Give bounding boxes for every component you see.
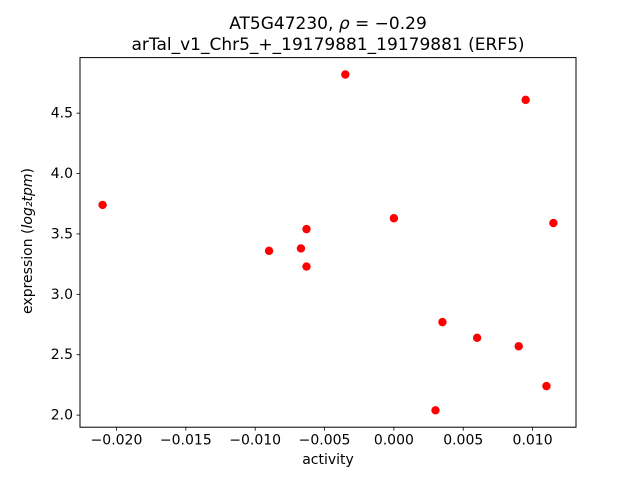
chart-title-line2: arTal_v1_Chr5_+_19179881_19179881 (ERF5) (131, 35, 525, 55)
y-tick-label: 3.0 (51, 287, 73, 303)
data-point (431, 406, 440, 415)
chart-title-line1: AT5G47230, ρ = −0.29 (80, 14, 576, 34)
y-tick-label: 2.5 (51, 347, 73, 363)
title-rho-symbol: ρ (338, 14, 350, 34)
y-axis-label-text: expression ( (20, 228, 36, 314)
data-point (302, 224, 311, 234)
y-axis-label: expression (log₂tpm) (20, 166, 36, 316)
data-point (549, 218, 558, 228)
x-tick-label: −0.020 (91, 433, 143, 449)
x-tick-label: 0.010 (513, 433, 553, 449)
x-axis-label: activity (302, 452, 354, 468)
data-point (438, 317, 447, 327)
y-axis-label-math: log₂tpm (20, 173, 36, 229)
title-rho-value: = −0.29 (349, 14, 427, 34)
data-point (296, 244, 306, 253)
data-point (264, 246, 274, 256)
x-tick-label: −0.015 (160, 433, 212, 449)
data-point (341, 70, 350, 79)
data-point (472, 333, 482, 343)
x-tick-label: 0.005 (443, 433, 483, 449)
y-axis-label-close: ) (20, 168, 36, 174)
title-gene-id: AT5G47230, (229, 14, 339, 34)
data-point (302, 262, 311, 271)
y-tick-label: 3.5 (51, 226, 73, 242)
data-point (542, 381, 551, 391)
data-point (389, 214, 399, 223)
y-tick-label: 4.5 (51, 106, 73, 122)
x-tick-label: −0.005 (299, 433, 351, 449)
data-point (521, 95, 530, 105)
axes-spines (79, 57, 577, 428)
data-point (98, 200, 107, 210)
y-tick-label: 2.0 (51, 408, 73, 424)
y-tick-label: 4.0 (51, 166, 73, 182)
data-point (514, 342, 523, 351)
x-tick-label: 0.000 (374, 433, 414, 449)
x-tick-label: −0.010 (229, 433, 281, 449)
